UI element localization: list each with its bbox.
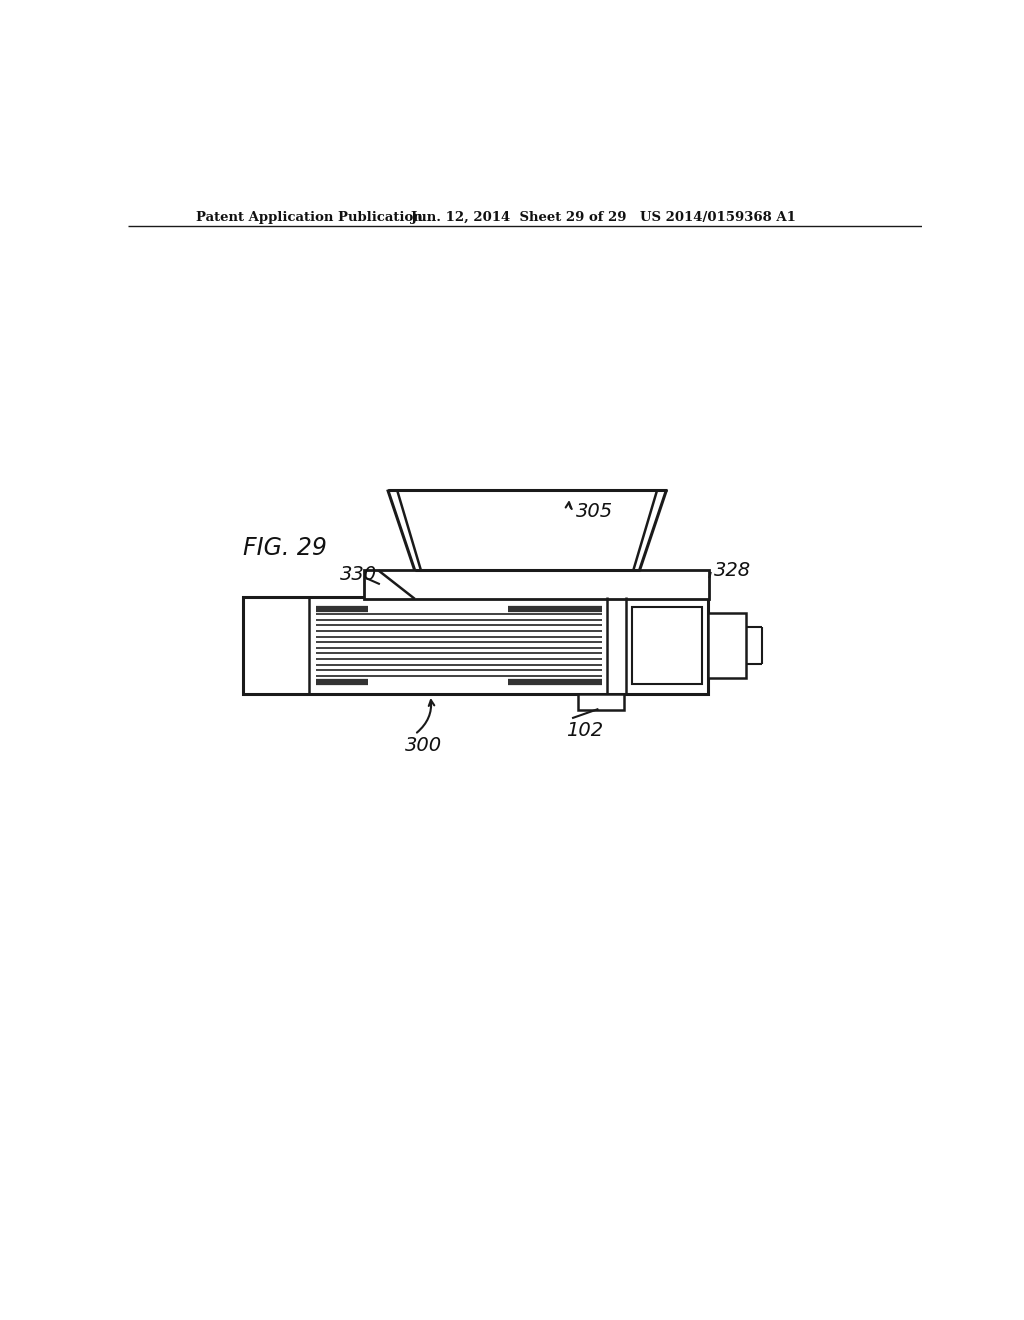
Text: FIG. 29: FIG. 29 [243, 536, 327, 560]
Text: Patent Application Publication: Patent Application Publication [197, 211, 423, 224]
Text: 330: 330 [340, 565, 377, 583]
Bar [578, 693, 624, 710]
Text: 305: 305 [575, 502, 613, 520]
Bar [365, 570, 710, 599]
Text: 102: 102 [566, 721, 603, 739]
Bar [708, 612, 746, 678]
Text: 328: 328 [714, 561, 751, 579]
Text: 300: 300 [406, 737, 442, 755]
Bar [632, 607, 701, 684]
Bar [243, 597, 708, 693]
Text: US 2014/0159368 A1: US 2014/0159368 A1 [640, 211, 796, 224]
Text: Jun. 12, 2014  Sheet 29 of 29: Jun. 12, 2014 Sheet 29 of 29 [411, 211, 627, 224]
